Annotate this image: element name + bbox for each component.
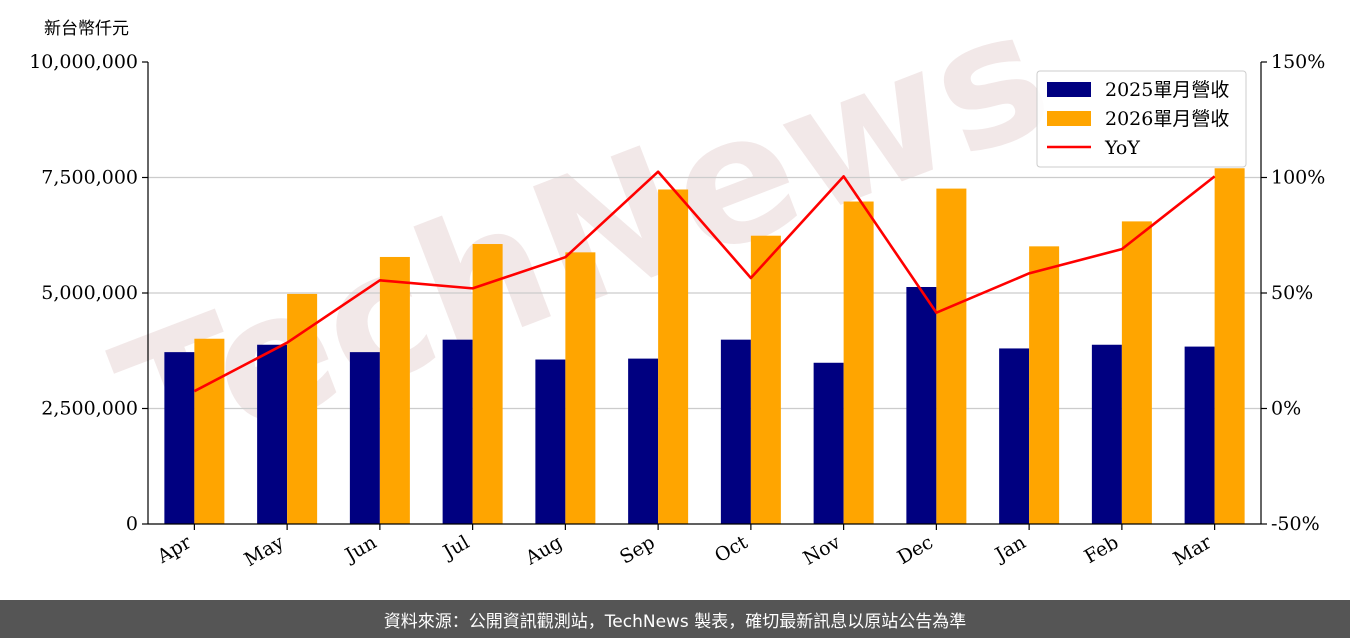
y2-tick-label: -50% <box>1271 513 1320 535</box>
x-tick-label: Jun <box>340 531 381 567</box>
bar-2026 <box>1029 246 1060 524</box>
bar-2025 <box>164 352 195 524</box>
bar-2025 <box>349 352 380 524</box>
bar-2026 <box>1121 221 1152 524</box>
y-axis-unit-label: 新台幣仟元 <box>44 19 129 39</box>
x-tick-label: Apr <box>153 531 196 568</box>
x-tick-label: Nov <box>800 531 845 570</box>
x-tick-label: Jan <box>990 531 1030 567</box>
bar-2025 <box>999 348 1030 524</box>
bar-2026 <box>472 244 503 524</box>
bar-2026 <box>1214 168 1245 524</box>
y-axis-left: 0 2,500,000 5,000,000 7,500,000 10,000,000 <box>29 51 148 535</box>
bar-2026 <box>194 338 225 524</box>
source-footer: 資料來源：公開資訊觀測站，TechNews 製表，確切最新訊息以原站公告為準 <box>0 600 1350 638</box>
bars <box>164 168 1245 525</box>
bar-2026 <box>658 189 689 524</box>
x-tick-label: Mar <box>1170 531 1216 570</box>
x-tick-label: Dec <box>894 531 937 569</box>
y2-tick-label: 150% <box>1271 51 1325 73</box>
gridlines <box>148 176 1261 410</box>
bar-2026 <box>565 252 596 524</box>
bar-2025 <box>1091 344 1122 524</box>
chart: TechNews 02,500,0005,000,0007,500,00010,… <box>29 0 1325 571</box>
x-axis: Apr May Jun Jul Aug Sep Oct Nov Dec Jan Feb Mar <box>153 524 1216 571</box>
legend-item-yoy: YoY <box>1104 137 1140 159</box>
bar-2026 <box>750 235 781 524</box>
bar-2026 <box>843 201 874 525</box>
x-tick-label: Feb <box>1081 531 1123 568</box>
legend-swatch <box>1047 82 1091 97</box>
yoy-line <box>193 170 1216 393</box>
bar-2026 <box>936 188 967 524</box>
bar-2026 <box>379 256 410 524</box>
y2-tick-label: 0% <box>1271 398 1301 420</box>
bar-2025 <box>628 358 659 524</box>
bar-2025 <box>1184 346 1215 524</box>
bar-2025 <box>257 344 288 524</box>
yoy-series-line <box>193 170 1216 393</box>
legend-item-2026: 2026單月營收 <box>1105 108 1229 130</box>
bar-2026 <box>287 293 318 524</box>
y-tick-label: 0 <box>126 513 138 535</box>
bar-2025 <box>906 286 937 524</box>
y-tick-label: 7,500,000 <box>41 167 138 189</box>
x-tick-label: Sep <box>616 531 659 568</box>
legend-swatch <box>1047 111 1091 126</box>
x-tick-label: Aug <box>521 531 566 570</box>
y-tick-label: 10,000,000 <box>29 51 138 73</box>
x-tick-label: Oct <box>711 531 752 567</box>
bar-2025 <box>442 339 473 524</box>
legend: 2025單月營收 2026單月營收 YoY <box>1036 70 1247 168</box>
bar-2025 <box>813 362 844 524</box>
y-tick-label: 2,500,000 <box>41 398 138 420</box>
bar-2025 <box>720 339 751 524</box>
x-tick-label: Jul <box>438 531 473 564</box>
x-tick-label: May <box>241 531 288 571</box>
y2-tick-label: 50% <box>1271 282 1313 304</box>
bar-2025 <box>535 359 566 524</box>
y2-tick-label: 100% <box>1271 167 1325 189</box>
legend-item-2025: 2025單月營收 <box>1105 79 1229 101</box>
y-axis-right: -50% 0% 50% 100% 150% <box>1261 51 1325 535</box>
y-tick-label: 5,000,000 <box>41 282 138 304</box>
